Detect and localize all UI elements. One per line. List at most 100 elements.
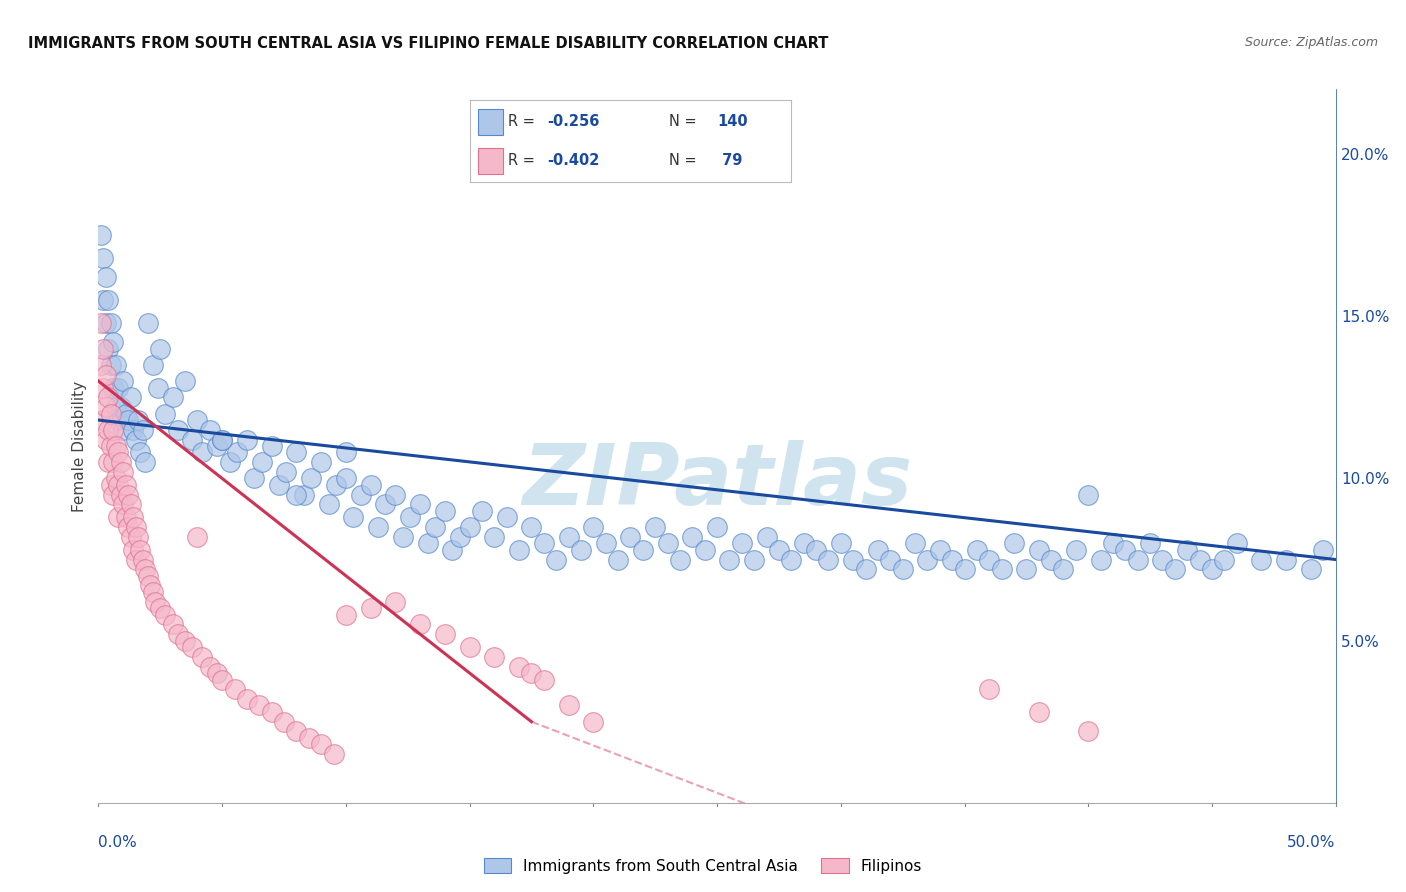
Point bbox=[299, 471, 322, 485]
Point bbox=[335, 445, 357, 459]
Point bbox=[399, 510, 422, 524]
Point bbox=[93, 251, 115, 265]
Point bbox=[1213, 552, 1236, 566]
Point bbox=[416, 536, 439, 550]
Point bbox=[322, 747, 344, 761]
Point bbox=[891, 562, 914, 576]
Point bbox=[1275, 552, 1298, 566]
Point bbox=[1077, 488, 1099, 502]
Point bbox=[205, 666, 228, 681]
Point bbox=[367, 520, 389, 534]
Point bbox=[595, 536, 617, 550]
Point bbox=[211, 433, 233, 447]
Point bbox=[458, 640, 481, 654]
Point bbox=[755, 530, 778, 544]
Point bbox=[285, 445, 308, 459]
Point bbox=[124, 520, 146, 534]
Point bbox=[533, 536, 555, 550]
Point bbox=[205, 439, 228, 453]
Y-axis label: Female Disability: Female Disability bbox=[72, 380, 87, 512]
Point bbox=[706, 520, 728, 534]
Point bbox=[112, 374, 135, 388]
Point bbox=[669, 552, 692, 566]
Point bbox=[181, 640, 204, 654]
Point bbox=[273, 714, 295, 729]
Point bbox=[817, 552, 839, 566]
Point bbox=[117, 413, 139, 427]
Legend: Immigrants from South Central Asia, Filipinos: Immigrants from South Central Asia, Fili… bbox=[478, 852, 928, 880]
Point bbox=[484, 649, 506, 664]
Point bbox=[1226, 536, 1249, 550]
Point bbox=[409, 617, 432, 632]
Point bbox=[162, 390, 184, 404]
Point bbox=[224, 682, 246, 697]
Point bbox=[97, 390, 120, 404]
Point bbox=[112, 423, 135, 437]
Point bbox=[117, 520, 139, 534]
Point bbox=[866, 542, 889, 557]
Point bbox=[107, 413, 129, 427]
Point bbox=[90, 316, 112, 330]
Point bbox=[90, 358, 112, 372]
Point bbox=[134, 455, 156, 469]
Point bbox=[129, 445, 152, 459]
Point bbox=[631, 542, 654, 557]
Point bbox=[198, 659, 221, 673]
Point bbox=[191, 649, 214, 664]
Point bbox=[120, 497, 142, 511]
Point bbox=[569, 542, 592, 557]
Point bbox=[557, 530, 579, 544]
Point bbox=[1002, 536, 1025, 550]
Point bbox=[103, 335, 125, 350]
Point bbox=[112, 465, 135, 479]
Point bbox=[309, 455, 332, 469]
Point bbox=[247, 698, 270, 713]
Point bbox=[350, 488, 373, 502]
Point bbox=[104, 439, 127, 453]
Point bbox=[1312, 542, 1334, 557]
Point bbox=[458, 520, 481, 534]
Text: Source: ZipAtlas.com: Source: ZipAtlas.com bbox=[1244, 36, 1378, 49]
Point bbox=[768, 542, 790, 557]
Point bbox=[103, 455, 125, 469]
Text: 50.0%: 50.0% bbox=[1288, 835, 1336, 850]
Point bbox=[879, 552, 901, 566]
Point bbox=[112, 497, 135, 511]
Point bbox=[325, 478, 347, 492]
Point bbox=[1064, 542, 1087, 557]
Point bbox=[1139, 536, 1161, 550]
Point bbox=[292, 488, 315, 502]
Point bbox=[449, 530, 471, 544]
Point bbox=[122, 542, 145, 557]
Point bbox=[318, 497, 340, 511]
Point bbox=[780, 552, 803, 566]
Point bbox=[93, 413, 115, 427]
Point bbox=[335, 471, 357, 485]
Point bbox=[94, 316, 117, 330]
Point bbox=[260, 439, 283, 453]
Point bbox=[132, 423, 155, 437]
Point bbox=[103, 423, 125, 437]
Point bbox=[243, 471, 266, 485]
Point bbox=[174, 374, 197, 388]
Point bbox=[186, 413, 208, 427]
Point bbox=[1028, 705, 1050, 719]
Point bbox=[309, 738, 332, 752]
Point bbox=[582, 520, 605, 534]
Point bbox=[186, 530, 208, 544]
Point bbox=[107, 478, 129, 492]
Point bbox=[693, 542, 716, 557]
Point bbox=[142, 585, 165, 599]
Point bbox=[236, 692, 259, 706]
Point bbox=[471, 504, 494, 518]
Point bbox=[360, 478, 382, 492]
Point bbox=[181, 433, 204, 447]
Point bbox=[557, 698, 579, 713]
Point bbox=[928, 542, 950, 557]
Point bbox=[134, 562, 156, 576]
Point bbox=[94, 368, 117, 382]
Point bbox=[842, 552, 865, 566]
Point bbox=[1188, 552, 1211, 566]
Point bbox=[260, 705, 283, 719]
Point bbox=[122, 510, 145, 524]
